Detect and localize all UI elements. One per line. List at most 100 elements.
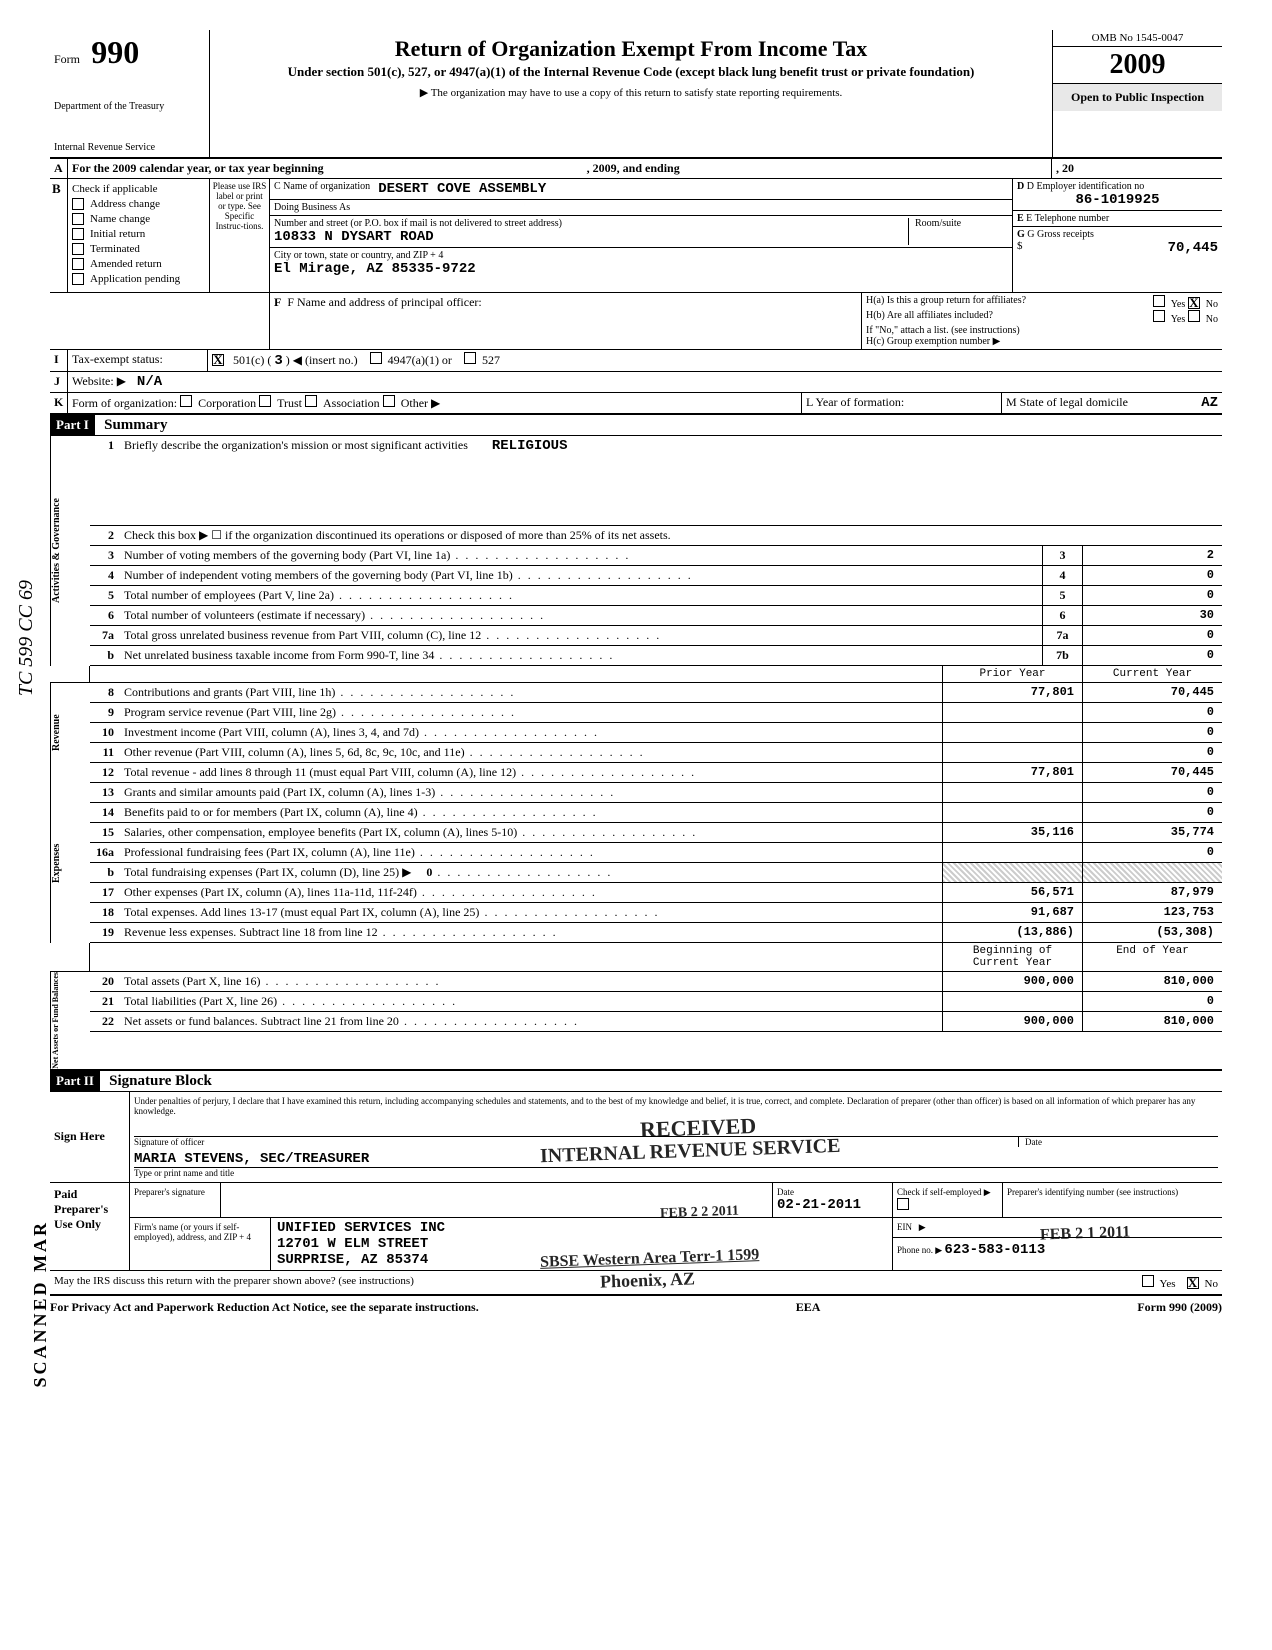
street-address: 10833 N DYSART ROAD: [274, 229, 562, 245]
c-label: C Name of organization: [274, 181, 370, 197]
line-desc: Net assets or fund balances. Subtract li…: [120, 1012, 942, 1031]
cb-pending[interactable]: Application pending: [72, 273, 205, 285]
label-b: B: [50, 179, 68, 292]
cb-assoc[interactable]: [305, 395, 317, 407]
dept-irs: Internal Revenue Service: [54, 142, 205, 153]
f-label: F Name and address of principal officer:: [287, 295, 481, 309]
label-a: A: [50, 159, 68, 178]
part2-title: Signature Block: [109, 1073, 212, 1090]
line-18: 18Total expenses. Add lines 13-17 (must …: [90, 903, 1222, 923]
current-val: 0: [1082, 992, 1222, 1011]
omb-number: OMB No 1545-0047: [1053, 30, 1222, 47]
handwritten-side: TC 599 CC 69: [15, 580, 38, 696]
line-value: 2: [1082, 546, 1222, 565]
line-num: 10: [90, 723, 120, 742]
line-num: b: [90, 863, 120, 882]
ha-yes[interactable]: [1153, 295, 1165, 307]
prior-val: 56,571: [942, 883, 1082, 902]
cb-other[interactable]: [383, 395, 395, 407]
j-label: Website: ▶: [72, 374, 126, 388]
cb-amended[interactable]: Amended return: [72, 258, 205, 270]
a-begin: For the 2009 calendar year, or tax year …: [72, 161, 324, 175]
form-number-box: Form 990 Department of the Treasury Inte…: [50, 30, 210, 157]
form-header: Form 990 Department of the Treasury Inte…: [50, 30, 1222, 159]
cb-corp[interactable]: [180, 395, 192, 407]
form-word: Form: [54, 52, 80, 66]
right-info: D D Employer identification no 86-101992…: [1012, 179, 1222, 292]
line-desc: Total revenue - add lines 8 through 11 (…: [120, 763, 942, 782]
cb-name-change[interactable]: Name change: [72, 213, 205, 225]
prior-val: 900,000: [942, 1012, 1082, 1031]
line-desc: Salaries, other compensation, employee b…: [120, 823, 942, 842]
line-22: 22Net assets or fund balances. Subtract …: [90, 1012, 1222, 1032]
hb-no[interactable]: [1188, 310, 1200, 322]
form-subtitle: Under section 501(c), 527, or 4947(a)(1)…: [220, 64, 1042, 80]
cb-501c[interactable]: X: [212, 354, 224, 366]
current-val: 87,979: [1082, 883, 1222, 902]
current-val: 70,445: [1082, 683, 1222, 702]
form-title: Return of Organization Exempt From Incom…: [220, 36, 1042, 62]
prior-val: 91,687: [942, 903, 1082, 922]
line-num: 5: [90, 586, 120, 605]
legal-domicile: AZ: [1201, 395, 1218, 411]
line-num: 13: [90, 783, 120, 802]
room-label: Room/suite: [908, 218, 1008, 245]
discuss-text: May the IRS discuss this return with the…: [54, 1275, 414, 1290]
line-desc: Total number of employees (Part V, line …: [120, 586, 1042, 605]
line-5: 5Total number of employees (Part V, line…: [90, 586, 1222, 606]
cb-terminated[interactable]: Terminated: [72, 243, 205, 255]
ha-no[interactable]: X: [1188, 297, 1200, 309]
501c-number: 3: [274, 353, 282, 369]
line-num: 16a: [90, 843, 120, 862]
current-val: 0: [1082, 703, 1222, 722]
cb-initial-return[interactable]: Initial return: [72, 228, 205, 240]
line-box: 5: [1042, 586, 1082, 605]
cb-527[interactable]: [464, 352, 476, 364]
line-b: bTotal fundraising expenses (Part IX, co…: [90, 863, 1222, 883]
line-num: 7a: [90, 626, 120, 645]
m-label: M State of legal domicile: [1006, 395, 1128, 409]
city-label: City or town, state or country, and ZIP …: [274, 250, 476, 261]
line-desc: Total expenses. Add lines 13-17 (must eq…: [120, 903, 942, 922]
hb-label: H(b) Are all affiliates included?: [866, 310, 993, 325]
hb-yes[interactable]: [1153, 310, 1165, 322]
line-desc: Benefits paid to or for members (Part IX…: [120, 803, 942, 822]
d-label: D D Employer identification no: [1017, 181, 1218, 192]
line-10: 10Investment income (Part VIII, column (…: [90, 723, 1222, 743]
cb-4947[interactable]: [370, 352, 382, 364]
line-box: 7b: [1042, 646, 1082, 665]
line-6: 6Total number of volunteers (estimate if…: [90, 606, 1222, 626]
current-val: 810,000: [1082, 972, 1222, 991]
open-inspection: Open to Public Inspection: [1053, 84, 1222, 111]
cb-self-employed[interactable]: [897, 1198, 909, 1210]
line-desc: Contributions and grants (Part VIII, lin…: [120, 683, 942, 702]
part2-header: Part II Signature Block: [50, 1069, 1222, 1092]
line-desc: Total assets (Part X, line 16): [120, 972, 942, 991]
side-revenue: Revenue: [50, 683, 90, 783]
line-desc: Total liabilities (Part X, line 26): [120, 992, 942, 1011]
discuss-yes[interactable]: [1142, 1275, 1154, 1287]
line-9: 9Program service revenue (Part VIII, lin…: [90, 703, 1222, 723]
stamp-date1: FEB 2 2 2011: [660, 1204, 739, 1223]
current-val: 0: [1082, 783, 1222, 802]
line-15: 15Salaries, other compensation, employee…: [90, 823, 1222, 843]
section-a-text: For the 2009 calendar year, or tax year …: [68, 159, 1052, 178]
line-num: 22: [90, 1012, 120, 1031]
prior-val: 900,000: [942, 972, 1082, 991]
line-num: 4: [90, 566, 120, 585]
cb-address-change[interactable]: Address change: [72, 198, 205, 210]
cb-trust[interactable]: [259, 395, 271, 407]
h-block: H(a) Is this a group return for affiliat…: [862, 293, 1222, 349]
org-name: DESERT COVE ASSEMBLY: [378, 181, 546, 197]
line-2-desc: Check this box ▶ ☐ if the organization d…: [120, 526, 1222, 545]
line-3: 3Number of voting members of the governi…: [90, 546, 1222, 566]
discuss-no[interactable]: X: [1187, 1277, 1199, 1289]
firm-name: UNIFIED SERVICES INC: [277, 1220, 886, 1236]
ein-value: 86-1019925: [1017, 192, 1218, 208]
line-1-num: 1: [90, 436, 120, 455]
i-label: Tax-exempt status:: [68, 350, 208, 371]
phone-label: Phone no. ▶: [897, 1245, 942, 1255]
line-box: 4: [1042, 566, 1082, 585]
prior-val: [942, 743, 1082, 762]
irs-label-instruction: Please use IRS label or print or type. S…: [210, 179, 270, 292]
